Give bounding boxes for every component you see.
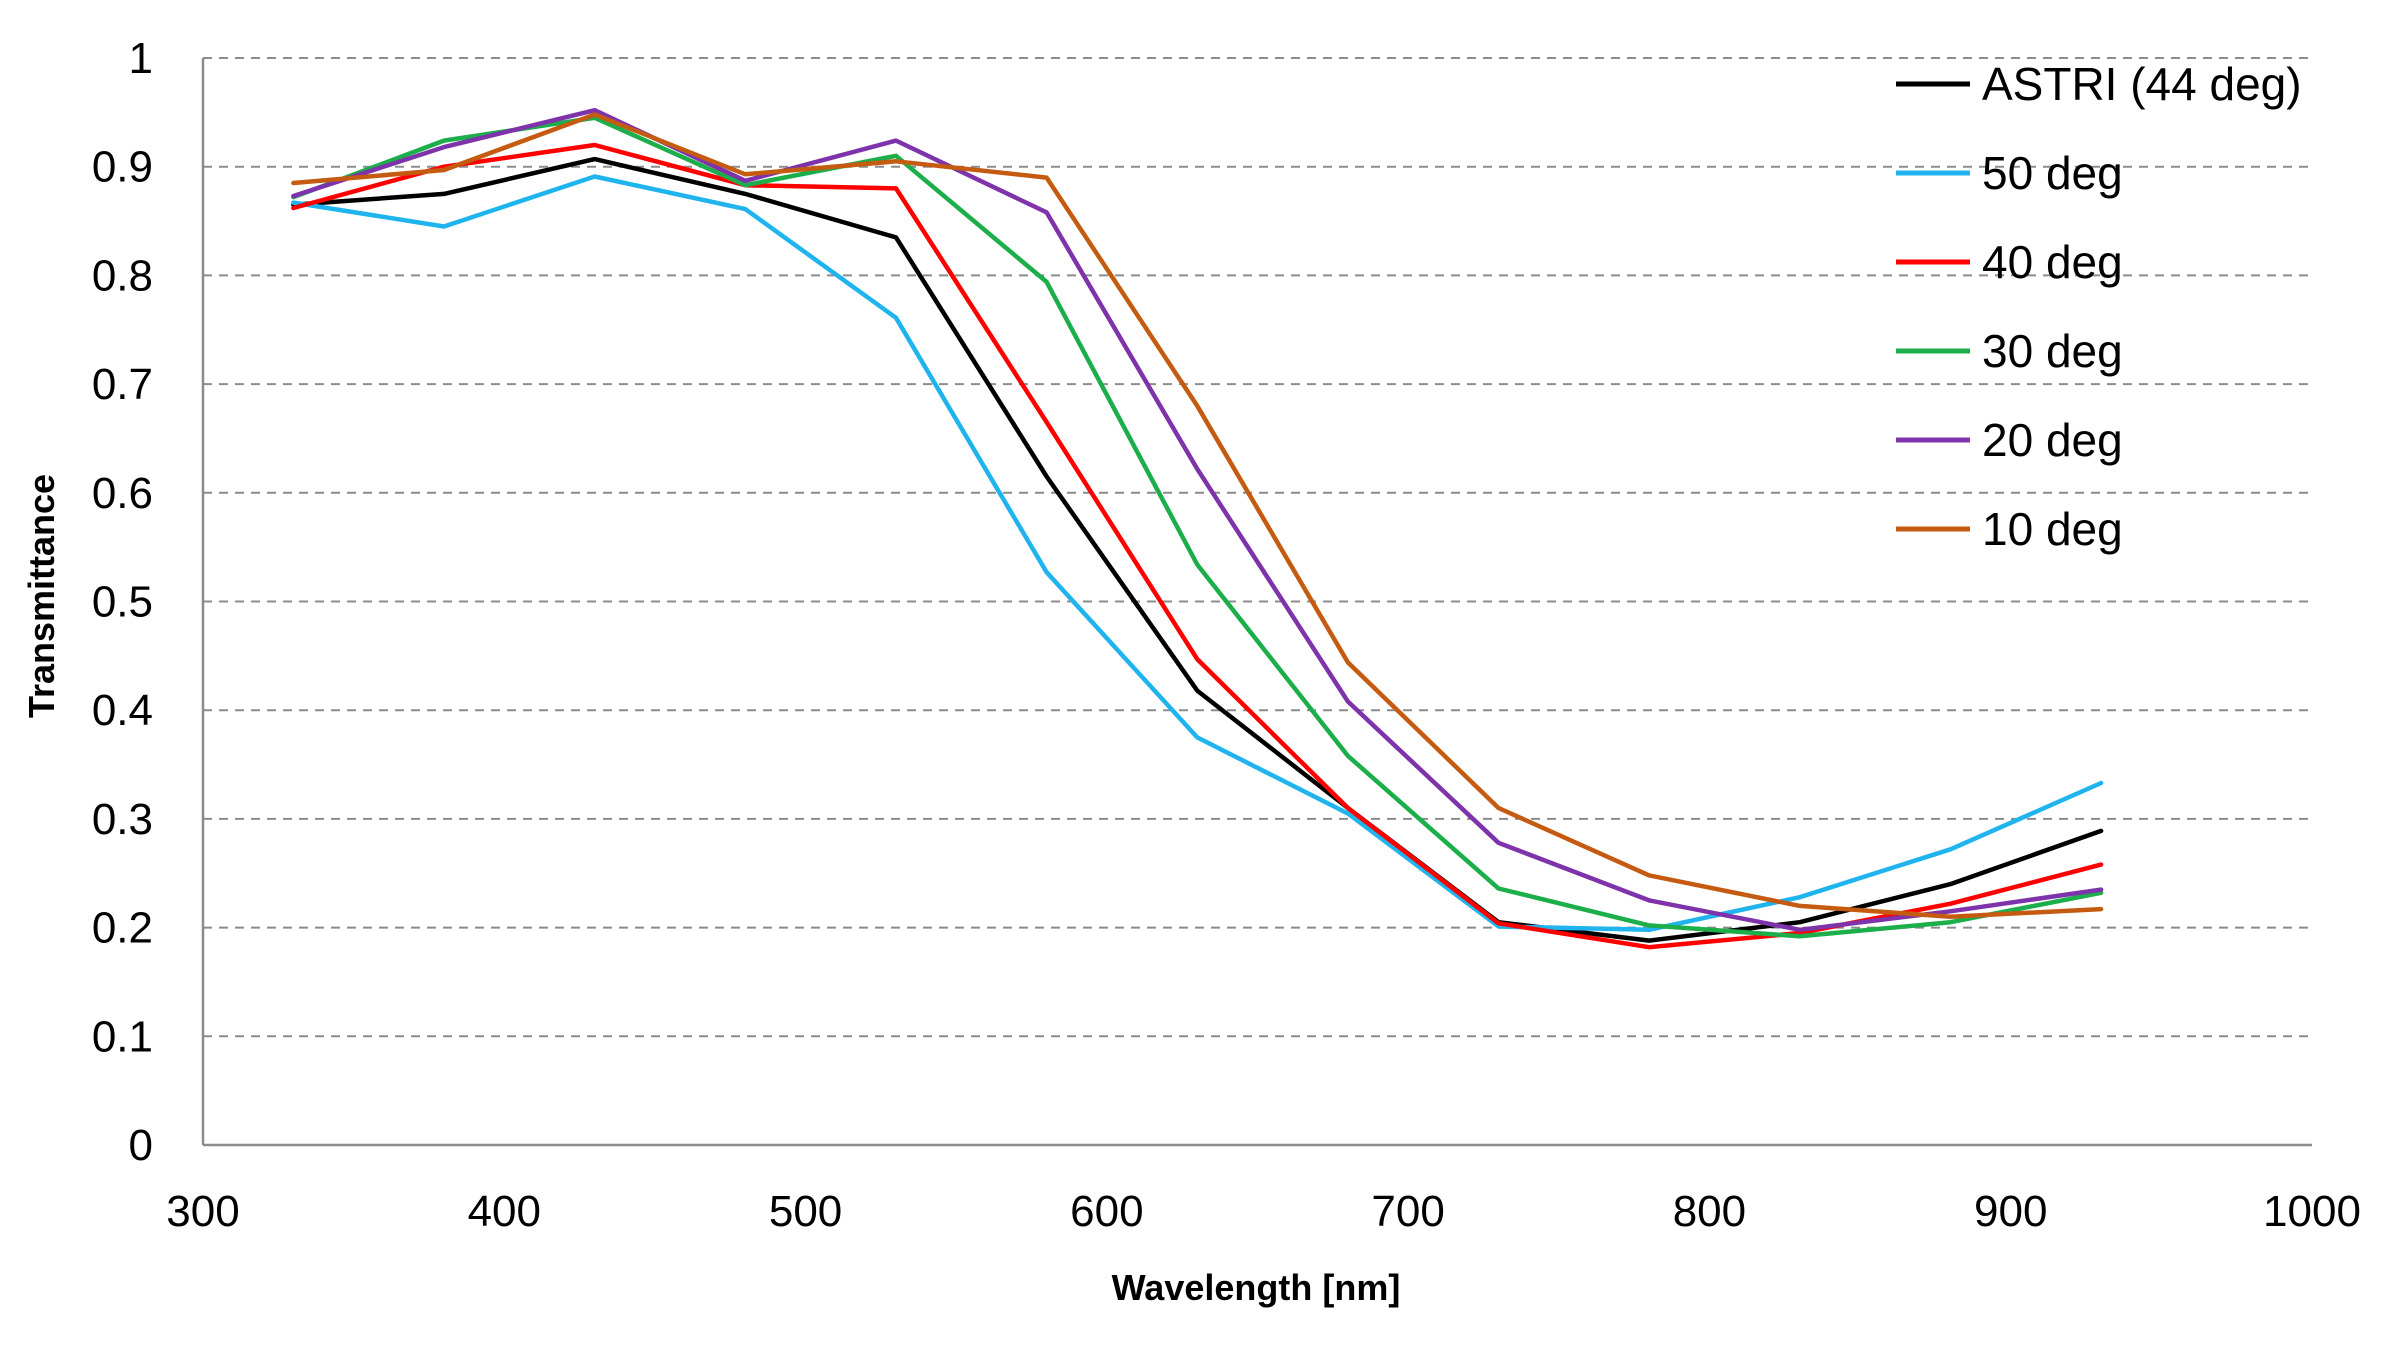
- legend-label: 30 deg: [1982, 325, 2123, 377]
- y-tick-label: 0.3: [92, 795, 153, 844]
- legend-label: 40 deg: [1982, 236, 2123, 288]
- x-tick-label: 700: [1371, 1187, 1444, 1236]
- series-line-30-deg: [291, 115, 2104, 939]
- legend: ASTRI (44 deg) 50 deg 40 deg 30 deg 20 deg 10…: [1896, 58, 2302, 555]
- y-tick-label: 0.1: [92, 1012, 153, 1061]
- axes: [201, 58, 2312, 1147]
- y-tick-label: 0.7: [92, 360, 153, 409]
- tick-labels: 0 0.1 0.2 0.3 0.4 0.5 0.6 0.7 0.8 0.9 1 300 400 500 60…: [92, 34, 2361, 1236]
- x-tick-label: 400: [468, 1187, 541, 1236]
- series-line-50-deg: [291, 174, 2104, 933]
- series-line-10-deg: [291, 112, 2104, 919]
- y-tick-label: 0.6: [92, 469, 153, 518]
- x-tick-label: 300: [166, 1187, 239, 1236]
- legend-label: 20 deg: [1982, 414, 2123, 466]
- y-tick-label: 0.2: [92, 904, 153, 953]
- y-tick-label: 0: [129, 1121, 153, 1170]
- series-line-astri-44-deg: [291, 156, 2104, 943]
- y-tick-label: 0.5: [92, 578, 153, 627]
- legend-label: ASTRI (44 deg): [1982, 58, 2302, 110]
- y-tick-label: 0.4: [92, 686, 153, 735]
- x-tick-label: 1000: [2263, 1187, 2361, 1236]
- y-axis-title: Transmittance: [21, 474, 62, 718]
- legend-label: 50 deg: [1982, 147, 2123, 199]
- y-tick-label: 1: [129, 34, 153, 83]
- series-line-40-deg: [291, 142, 2104, 950]
- legend-label: 10 deg: [1982, 503, 2123, 555]
- x-tick-label: 500: [769, 1187, 842, 1236]
- data-series: [291, 107, 2104, 950]
- y-tick-label: 0.9: [92, 143, 153, 192]
- x-tick-label: 600: [1070, 1187, 1143, 1236]
- x-axis-title: Wavelength [nm]: [1112, 1267, 1401, 1308]
- x-tick-label: 900: [1974, 1187, 2047, 1236]
- y-tick-label: 0.8: [92, 251, 153, 300]
- series-line-20-deg: [291, 107, 2104, 933]
- x-tick-label: 800: [1673, 1187, 1746, 1236]
